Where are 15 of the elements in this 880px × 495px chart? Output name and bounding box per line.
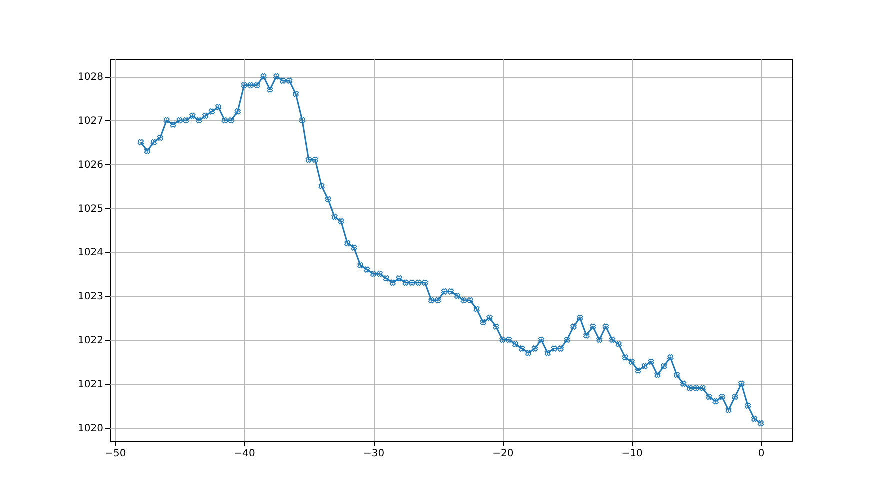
y-tick-label: 1023 [78, 292, 104, 303]
y-tick-label: 1020 [78, 423, 104, 434]
x-tick-label: −50 [105, 448, 126, 460]
y-tick-label: 1025 [78, 204, 104, 215]
x-tick-label: −30 [363, 448, 385, 460]
y-tick-label: 1028 [78, 72, 104, 84]
x-tick-label: 0 [758, 448, 765, 460]
y-tick-label: 1026 [78, 160, 104, 171]
x-tick-label: −20 [492, 448, 514, 460]
y-tick-label: 1022 [78, 336, 104, 347]
y-tick-label: 1024 [78, 248, 104, 259]
y-tick-label: 1027 [78, 116, 104, 127]
x-tick-label: −10 [622, 448, 643, 460]
y-tick-label: 1021 [78, 379, 104, 390]
x-tick-label: −40 [234, 448, 256, 460]
